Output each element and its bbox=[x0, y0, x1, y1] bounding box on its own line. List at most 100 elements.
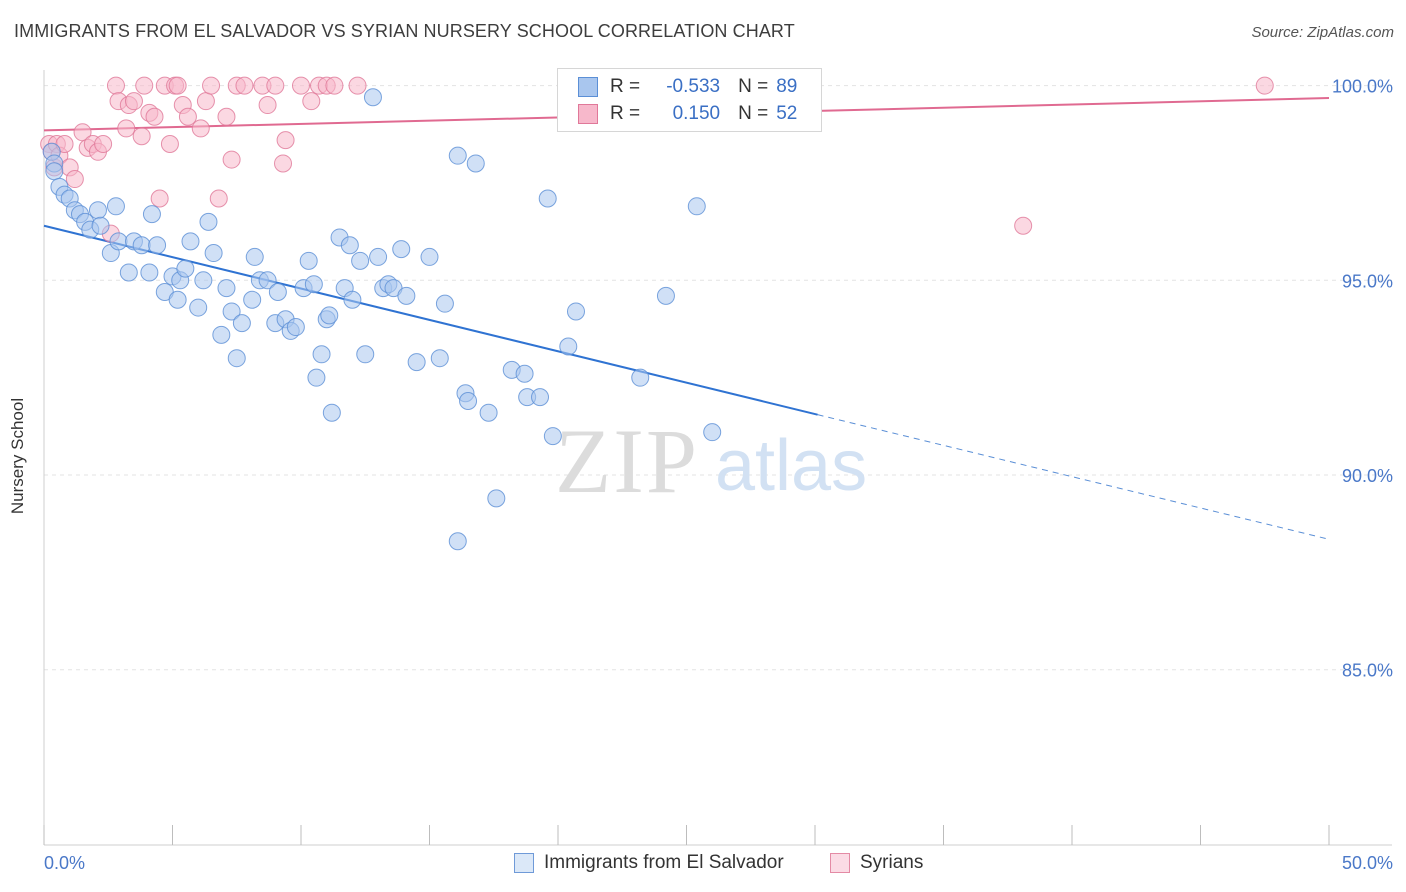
point-el-salvador bbox=[479, 403, 498, 422]
point-syrians bbox=[117, 119, 136, 138]
legend-row-syrians: R = 0.150 N = 52 bbox=[558, 101, 797, 127]
legend-n-label: N = bbox=[738, 103, 769, 124]
y-tick-labels: 85.0% 90.0% 95.0% 100.0% bbox=[1332, 77, 1393, 681]
point-syrians bbox=[94, 134, 113, 153]
point-syrians bbox=[302, 92, 321, 111]
series-legend: Immigrants from El Salvador Syrians bbox=[0, 852, 1406, 878]
legend-r-label: R = bbox=[610, 76, 641, 97]
y-tick-label: 90.0% bbox=[1342, 466, 1393, 486]
point-el-salvador bbox=[243, 290, 262, 309]
point-el-salvador bbox=[106, 197, 125, 216]
point-el-salvador bbox=[448, 532, 467, 551]
point-el-salvador bbox=[397, 286, 416, 305]
point-syrians bbox=[222, 150, 241, 169]
legend-swatch-syrians bbox=[578, 104, 598, 124]
series-swatch-syrians bbox=[830, 853, 850, 873]
point-el-salvador bbox=[304, 275, 323, 294]
point-el-salvador bbox=[119, 263, 138, 282]
watermark: ZIP atlas bbox=[555, 410, 867, 512]
point-el-salvador bbox=[88, 201, 107, 220]
series-legend-el-salvador[interactable]: Immigrants from El Salvador bbox=[514, 852, 784, 874]
point-syrians bbox=[202, 76, 221, 95]
point-syrians bbox=[160, 134, 179, 153]
legend-r-value: -0.533 bbox=[666, 76, 721, 97]
point-el-salvador bbox=[459, 392, 478, 411]
point-el-salvador bbox=[168, 290, 187, 309]
point-el-salvador bbox=[322, 403, 341, 422]
point-el-salvador bbox=[204, 244, 223, 263]
trend-line-el-salvador bbox=[43, 224, 818, 416]
point-syrians bbox=[124, 92, 143, 111]
point-el-salvador bbox=[91, 216, 110, 235]
point-syrians bbox=[150, 189, 169, 208]
series-label-el-salvador: Immigrants from El Salvador bbox=[544, 852, 784, 873]
point-el-salvador bbox=[286, 318, 305, 337]
point-el-salvador bbox=[312, 345, 331, 364]
legend-n-value: 89 bbox=[776, 76, 798, 97]
point-el-salvador bbox=[407, 353, 426, 372]
point-el-salvador bbox=[340, 236, 359, 255]
point-el-salvador bbox=[487, 489, 506, 508]
point-el-salvador bbox=[307, 368, 326, 387]
chart-title: IMMIGRANTS FROM EL SALVADOR VS SYRIAN NU… bbox=[14, 21, 795, 41]
point-el-salvador bbox=[142, 205, 161, 224]
point-el-salvador bbox=[631, 368, 650, 387]
series-legend-syrians[interactable]: Syrians bbox=[830, 852, 923, 874]
point-el-salvador bbox=[559, 337, 578, 356]
point-el-salvador bbox=[566, 302, 585, 321]
point-syrians bbox=[178, 107, 197, 126]
legend-r-label: R = bbox=[610, 103, 641, 124]
chart-source: Source: ZipAtlas.com bbox=[1251, 24, 1394, 41]
point-syrians bbox=[135, 76, 154, 95]
point-el-salvador bbox=[363, 88, 382, 107]
point-el-salvador bbox=[320, 306, 339, 325]
series-swatch-el-salvador bbox=[514, 853, 534, 873]
point-el-salvador bbox=[140, 263, 159, 282]
point-el-salvador bbox=[466, 154, 485, 173]
legend-n-value: 52 bbox=[776, 103, 798, 124]
point-el-salvador bbox=[420, 247, 439, 266]
point-el-salvador bbox=[199, 212, 218, 231]
point-el-salvador bbox=[703, 423, 722, 442]
point-syrians bbox=[276, 131, 295, 150]
point-el-salvador bbox=[45, 162, 64, 181]
watermark-zip: ZIP bbox=[555, 410, 699, 512]
x-tick-label: 0.0% bbox=[44, 853, 85, 873]
point-syrians bbox=[145, 107, 164, 126]
point-syrians bbox=[1255, 76, 1274, 95]
point-syrians bbox=[235, 76, 254, 95]
y-tick-label: 100.0% bbox=[1332, 77, 1393, 97]
point-syrians bbox=[348, 76, 367, 95]
point-el-salvador bbox=[299, 251, 318, 270]
point-el-salvador bbox=[543, 427, 562, 446]
point-el-salvador bbox=[258, 271, 277, 290]
correlation-legend: R = -0.533 N = 89 R = 0.150 N = 52 bbox=[557, 68, 822, 132]
point-el-salvador bbox=[448, 146, 467, 165]
point-el-salvador bbox=[222, 302, 241, 321]
point-el-salvador bbox=[212, 325, 231, 344]
point-el-salvador bbox=[369, 247, 388, 266]
series-label-syrians: Syrians bbox=[860, 852, 924, 873]
point-el-salvador bbox=[392, 240, 411, 259]
point-el-salvador bbox=[268, 282, 287, 301]
point-syrians bbox=[266, 76, 285, 95]
axes bbox=[43, 70, 1392, 846]
point-syrians bbox=[65, 170, 84, 189]
point-syrians bbox=[217, 107, 236, 126]
x-tick-labels: 0.0% 50.0% bbox=[44, 853, 1393, 873]
point-el-salvador bbox=[343, 290, 362, 309]
point-el-salvador bbox=[176, 259, 195, 278]
point-syrians bbox=[258, 96, 277, 115]
point-el-salvador bbox=[538, 189, 557, 208]
gridlines bbox=[44, 85, 1392, 671]
legend-row-el-salvador: R = -0.533 N = 89 bbox=[558, 74, 797, 100]
point-syrians bbox=[168, 76, 187, 95]
point-syrians bbox=[292, 76, 310, 95]
point-syrians bbox=[196, 92, 215, 111]
point-el-salvador bbox=[656, 286, 675, 305]
point-el-salvador bbox=[435, 294, 454, 313]
point-el-salvador bbox=[356, 345, 375, 364]
point-el-salvador bbox=[430, 349, 449, 368]
legend-n-label: N = bbox=[738, 76, 769, 97]
